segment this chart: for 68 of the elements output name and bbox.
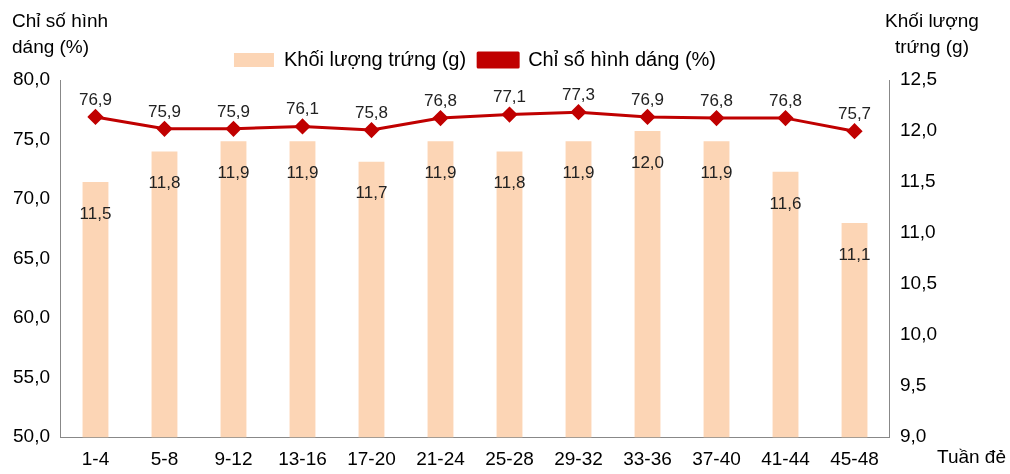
y2-tick-label: 12,0	[900, 119, 937, 141]
data-label: 75,9	[216, 101, 251, 121]
point	[225, 121, 241, 137]
data-label: 75,8	[354, 102, 389, 122]
x-tick-label: 25-28	[485, 447, 534, 469]
point	[778, 110, 794, 126]
data-label: 11,9	[424, 162, 457, 182]
y2-tick-label: 9,5	[900, 374, 927, 396]
x-tick-label: 13-16	[278, 447, 327, 469]
y-tick-label: 55,0	[13, 365, 50, 387]
y-tick-label: 70,0	[13, 187, 50, 209]
data-label: 76,1	[285, 99, 320, 119]
x-tick-label: 33-36	[623, 447, 672, 469]
y2-tick-label: 11,5	[900, 170, 936, 192]
y2-tick-label: 12,5	[900, 68, 937, 90]
x-tick-label: 45-48	[830, 447, 879, 469]
y-tick-label: 75,0	[13, 127, 50, 149]
data-label: 76,9	[78, 89, 113, 109]
x-tick-label: 9-12	[214, 447, 253, 469]
data-label: 12,0	[630, 152, 665, 172]
x-tick-label: 1-4	[81, 447, 110, 469]
y-tick-label: 65,0	[13, 246, 50, 268]
x-tick-label: 5-8	[150, 447, 179, 469]
data-label: 77,1	[492, 87, 527, 107]
x-tick-label: 37-40	[692, 447, 741, 469]
data-label: 76,9	[630, 89, 665, 109]
x-tick-label: 21-24	[416, 447, 466, 469]
data-label: 76,8	[699, 90, 734, 110]
y2-tick-label: 11,0	[900, 221, 936, 243]
point	[87, 109, 103, 125]
x-tick-label: 41-44	[761, 447, 811, 469]
data-label: 11,8	[148, 173, 181, 193]
data-label: 76,8	[423, 90, 458, 110]
data-label: 11,8	[493, 173, 526, 193]
point	[571, 104, 587, 120]
data-label: 11,9	[286, 162, 319, 182]
point	[433, 110, 448, 126]
data-label: 77,3	[561, 84, 596, 104]
point	[847, 123, 863, 139]
point	[156, 121, 172, 137]
y-tick-label: 50,0	[13, 425, 50, 447]
data-label: 11,9	[562, 162, 595, 182]
data-label: 11,9	[217, 162, 250, 182]
data-label: 11,5	[79, 203, 112, 223]
legend-label: Khối lượng trứng (g)	[283, 47, 467, 70]
data-label: 75,9	[147, 101, 182, 121]
data-label: 11,6	[769, 193, 802, 213]
point	[640, 109, 656, 125]
y2-tick-label: 10,0	[900, 323, 937, 345]
data-label: 11,9	[700, 162, 733, 182]
y-tick-label: 60,0	[13, 306, 50, 328]
legend-label: Chỉ số hình dáng (%)	[528, 47, 717, 70]
y-tick-label: 80,0	[13, 68, 50, 90]
y-axis-title: Chỉ số hình dáng (%)	[12, 9, 110, 59]
data-label: 11,7	[355, 183, 388, 203]
point	[364, 122, 379, 138]
y2-axis-title: Khối lượng trứng (g)	[884, 9, 980, 59]
y2-tick-label: 10,5	[900, 272, 937, 294]
data-label: 11,1	[838, 244, 871, 264]
point	[502, 107, 517, 123]
x-tick-label: 29-32	[554, 447, 603, 469]
data-label: 75,7	[837, 103, 872, 123]
point	[709, 110, 725, 126]
x-axis-title: Tuần đẻ	[936, 445, 1006, 469]
x-tick-label: 17-20	[347, 447, 396, 469]
data-label: 76,8	[768, 90, 803, 110]
y2-tick-label: 9,0	[900, 425, 927, 447]
point	[294, 118, 310, 134]
